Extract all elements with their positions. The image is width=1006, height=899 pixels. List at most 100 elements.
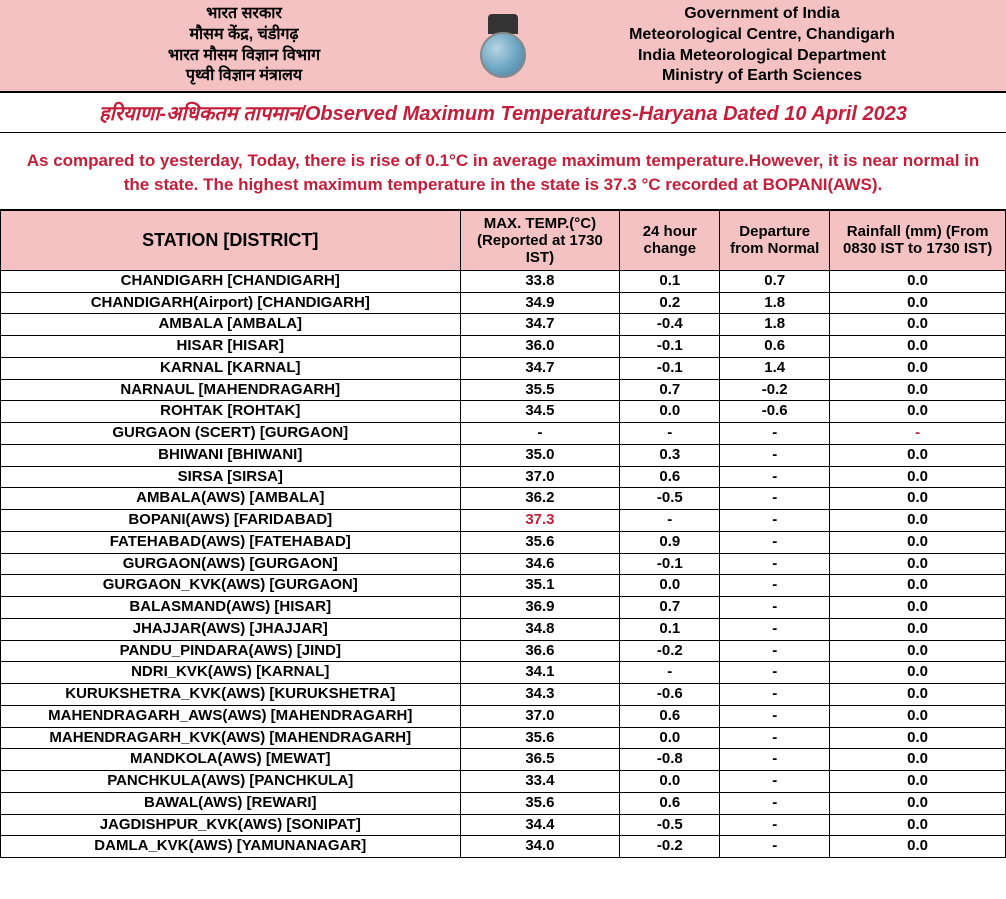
- cell-temp: 34.9: [460, 292, 620, 314]
- cell-rainfall: 0.0: [830, 510, 1006, 532]
- imd-emblem-icon: [473, 11, 533, 81]
- table-row: PANCHKULA(AWS) [PANCHKULA]33.40.0-0.0: [1, 771, 1006, 793]
- cell-temp: 36.0: [460, 336, 620, 358]
- cell-station: NARNAUL [MAHENDRAGARH]: [1, 379, 461, 401]
- table-row: NDRI_KVK(AWS) [KARNAL]34.1--0.0: [1, 662, 1006, 684]
- cell-station: HISAR [HISAR]: [1, 336, 461, 358]
- cell-rainfall: 0.0: [830, 401, 1006, 423]
- cell-change: 0.1: [620, 618, 720, 640]
- table-row: DAMLA_KVK(AWS) [YAMUNANAGAR]34.0-0.2-0.0: [1, 836, 1006, 858]
- cell-departure: -: [720, 792, 830, 814]
- header-left-line: भारत मौसम विज्ञान विभाग: [20, 46, 468, 67]
- cell-change: -0.1: [620, 336, 720, 358]
- table-row: NARNAUL [MAHENDRAGARH]35.50.7-0.20.0: [1, 379, 1006, 401]
- table-row: HISAR [HISAR]36.0-0.10.60.0: [1, 336, 1006, 358]
- cell-station: JHAJJAR(AWS) [JHAJJAR]: [1, 618, 461, 640]
- col-departure: Departure from Normal: [720, 210, 830, 270]
- cell-departure: -: [720, 640, 830, 662]
- cell-temp: 33.4: [460, 771, 620, 793]
- cell-departure: -: [720, 684, 830, 706]
- cell-departure: -: [720, 444, 830, 466]
- cell-change: -0.5: [620, 814, 720, 836]
- header-right-line: India Meteorological Department: [538, 46, 986, 67]
- cell-station: GURGAON(AWS) [GURGAON]: [1, 553, 461, 575]
- cell-temp: 34.5: [460, 401, 620, 423]
- cell-rainfall: 0.0: [830, 488, 1006, 510]
- cell-temp: 35.1: [460, 575, 620, 597]
- cell-temp: 33.8: [460, 270, 620, 292]
- cell-departure: 1.8: [720, 314, 830, 336]
- cell-station: GURGAON (SCERT) [GURGAON]: [1, 423, 461, 445]
- cell-temp: 34.1: [460, 662, 620, 684]
- table-row: GURGAON_KVK(AWS) [GURGAON]35.10.0-0.0: [1, 575, 1006, 597]
- cell-rainfall: 0.0: [830, 357, 1006, 379]
- cell-temp: 34.7: [460, 357, 620, 379]
- cell-change: 0.1: [620, 270, 720, 292]
- cell-departure: -: [720, 705, 830, 727]
- table-row: CHANDIGARH [CHANDIGARH]33.80.10.70.0: [1, 270, 1006, 292]
- cell-rainfall: 0.0: [830, 792, 1006, 814]
- cell-departure: -: [720, 727, 830, 749]
- cell-rainfall: 0.0: [830, 597, 1006, 619]
- cell-change: -0.2: [620, 836, 720, 858]
- cell-departure: -: [720, 510, 830, 532]
- cell-station: MANDKOLA(AWS) [MEWAT]: [1, 749, 461, 771]
- table-body: CHANDIGARH [CHANDIGARH]33.80.10.70.0CHAN…: [1, 270, 1006, 857]
- cell-departure: 0.7: [720, 270, 830, 292]
- cell-station: FATEHABAD(AWS) [FATEHABAD]: [1, 531, 461, 553]
- cell-temp: 34.4: [460, 814, 620, 836]
- cell-temp: 37.0: [460, 466, 620, 488]
- col-24h-change: 24 hour change: [620, 210, 720, 270]
- cell-rainfall: 0.0: [830, 749, 1006, 771]
- emblem-container: [468, 11, 538, 81]
- table-row: KARNAL [KARNAL]34.7-0.11.40.0: [1, 357, 1006, 379]
- cell-station: MAHENDRAGARH_AWS(AWS) [MAHENDRAGARH]: [1, 705, 461, 727]
- cell-rainfall: 0.0: [830, 814, 1006, 836]
- cell-station: BHIWANI [BHIWANI]: [1, 444, 461, 466]
- cell-departure: -0.6: [720, 401, 830, 423]
- table-row: ROHTAK [ROHTAK]34.50.0-0.60.0: [1, 401, 1006, 423]
- table-row: BOPANI(AWS) [FARIDABAD]37.3--0.0: [1, 510, 1006, 532]
- cell-temp: 35.6: [460, 792, 620, 814]
- cell-departure: -: [720, 575, 830, 597]
- header-right-line: Meteorological Centre, Chandigarh: [538, 25, 986, 46]
- cell-station: JAGDISHPUR_KVK(AWS) [SONIPAT]: [1, 814, 461, 836]
- cell-temp: 35.0: [460, 444, 620, 466]
- cell-temp: 34.6: [460, 553, 620, 575]
- cell-station: BOPANI(AWS) [FARIDABAD]: [1, 510, 461, 532]
- cell-change: -0.1: [620, 357, 720, 379]
- cell-change: 0.0: [620, 771, 720, 793]
- cell-rainfall: 0.0: [830, 314, 1006, 336]
- cell-station: GURGAON_KVK(AWS) [GURGAON]: [1, 575, 461, 597]
- cell-departure: -: [720, 423, 830, 445]
- cell-change: 0.9: [620, 531, 720, 553]
- cell-change: 0.3: [620, 444, 720, 466]
- cell-departure: -: [720, 749, 830, 771]
- cell-rainfall: 0.0: [830, 640, 1006, 662]
- cell-station: CHANDIGARH(Airport) [CHANDIGARH]: [1, 292, 461, 314]
- cell-change: 0.6: [620, 705, 720, 727]
- cell-rainfall: 0.0: [830, 771, 1006, 793]
- cell-departure: -0.2: [720, 379, 830, 401]
- cell-station: BAWAL(AWS) [REWARI]: [1, 792, 461, 814]
- cell-rainfall: 0.0: [830, 292, 1006, 314]
- cell-change: -: [620, 662, 720, 684]
- header-left-line: भारत सरकार: [20, 4, 468, 25]
- cell-departure: -: [720, 488, 830, 510]
- table-row: MAHENDRAGARH_KVK(AWS) [MAHENDRAGARH]35.6…: [1, 727, 1006, 749]
- cell-station: MAHENDRAGARH_KVK(AWS) [MAHENDRAGARH]: [1, 727, 461, 749]
- cell-rainfall: 0.0: [830, 575, 1006, 597]
- cell-change: -0.5: [620, 488, 720, 510]
- cell-departure: -: [720, 466, 830, 488]
- cell-change: -0.2: [620, 640, 720, 662]
- cell-rainfall: 0.0: [830, 705, 1006, 727]
- cell-temp: 36.2: [460, 488, 620, 510]
- cell-departure: -: [720, 771, 830, 793]
- table-row: MAHENDRAGARH_AWS(AWS) [MAHENDRAGARH]37.0…: [1, 705, 1006, 727]
- header-right-line: Ministry of Earth Sciences: [538, 66, 986, 87]
- header-bar: भारत सरकार मौसम केंद्र, चंडीगढ़ भारत मौस…: [0, 0, 1006, 93]
- table-header-row: STATION [DISTRICT] MAX. TEMP.(°C) (Repor…: [1, 210, 1006, 270]
- cell-change: 0.7: [620, 379, 720, 401]
- cell-departure: -: [720, 618, 830, 640]
- cell-temp: 36.9: [460, 597, 620, 619]
